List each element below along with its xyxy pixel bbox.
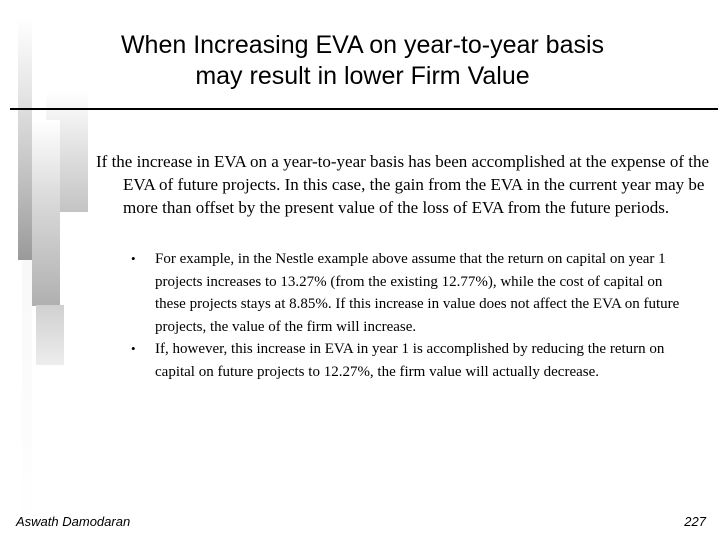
title-line: When Increasing EVA on year-to-year basi…	[120, 31, 605, 59]
bullet-icon: •	[131, 251, 136, 266]
bullet-list: • For example, in the Nestle example abo…	[128, 248, 688, 383]
list-item: • For example, in the Nestle example abo…	[128, 248, 688, 338]
bullet-text: If, however, this increase in EVA in yea…	[155, 341, 665, 380]
decor-bar	[36, 305, 64, 365]
decor-bar	[22, 18, 32, 538]
title-line: may result in lower Firm Value	[195, 62, 530, 90]
bullet-text: For example, in the Nestle example above…	[155, 251, 680, 335]
decor-bar	[32, 120, 60, 306]
main-paragraph: If the increase in EVA on a year-to-year…	[96, 152, 709, 217]
bullet-icon: •	[131, 341, 136, 356]
footer-author: Aswath Damodaran	[16, 514, 131, 529]
title-divider	[10, 108, 718, 110]
list-item: • If, however, this increase in EVA in y…	[128, 338, 688, 383]
page-number: 227	[684, 514, 706, 529]
decor-bar	[18, 18, 32, 260]
slide-title: When Increasing EVA on year-to-year basi…	[80, 30, 645, 92]
